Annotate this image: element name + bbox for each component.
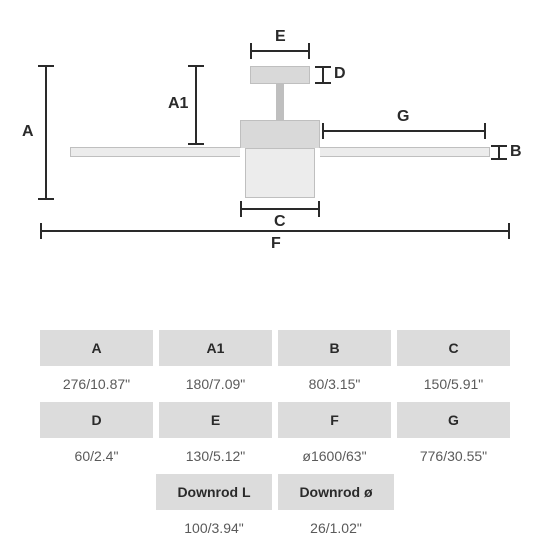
- dim-b-tick-b: [491, 158, 507, 160]
- th-g: G: [397, 402, 510, 438]
- dim-f-tick-l: [40, 223, 42, 239]
- label-c: C: [274, 213, 286, 231]
- th-f: F: [278, 402, 391, 438]
- label-f: F: [271, 235, 281, 253]
- td-b: 80/3.15": [278, 366, 391, 402]
- th-c: C: [397, 330, 510, 366]
- blade-right: [320, 147, 490, 157]
- label-a: A: [22, 123, 34, 141]
- dim-e-tick-r: [308, 43, 310, 59]
- dim-e-line: [250, 50, 310, 52]
- motor-top-shape: [240, 120, 320, 148]
- th-a1: A1: [159, 330, 272, 366]
- td-downrod-d: 26/1.02": [278, 510, 394, 546]
- dim-g-tick-l: [322, 123, 324, 139]
- dim-d-tick-t: [315, 66, 331, 68]
- motor-bottom-shape: [245, 148, 315, 198]
- td-g: 776/30.55": [397, 438, 510, 474]
- dim-a1-tick-t: [188, 65, 204, 67]
- td-c: 150/5.91": [397, 366, 510, 402]
- td-f: ø1600/63": [278, 438, 391, 474]
- dim-f-tick-r: [508, 223, 510, 239]
- dim-g-line: [322, 130, 486, 132]
- td-downrod-l: 100/3.94": [156, 510, 272, 546]
- dimensions-table: A A1 B C 276/10.87" 180/7.09" 80/3.15" 1…: [40, 330, 510, 546]
- label-g: G: [397, 108, 409, 126]
- th-d: D: [40, 402, 153, 438]
- dim-e-tick-l: [250, 43, 252, 59]
- dim-a1-line: [195, 65, 197, 145]
- dim-a-tick-t: [38, 65, 54, 67]
- dim-c-line: [240, 208, 320, 210]
- blade-left: [70, 147, 240, 157]
- th-a: A: [40, 330, 153, 366]
- canopy-shape: [250, 66, 310, 84]
- dim-g-tick-r: [484, 123, 486, 139]
- label-d: D: [334, 65, 346, 83]
- td-e: 130/5.12": [159, 438, 272, 474]
- th-downrod-l: Downrod L: [156, 474, 272, 510]
- dim-a1-tick-b: [188, 143, 204, 145]
- td-a1: 180/7.09": [159, 366, 272, 402]
- th-downrod-d: Downrod ø: [278, 474, 394, 510]
- fan-dimension-diagram: F A A1 E D C G B: [40, 30, 510, 290]
- th-e: E: [159, 402, 272, 438]
- label-a1: A1: [168, 95, 188, 113]
- label-e: E: [275, 28, 286, 46]
- dim-c-tick-l: [240, 201, 242, 217]
- downrod-shape: [276, 84, 284, 120]
- dim-a-tick-b: [38, 198, 54, 200]
- label-b: B: [510, 143, 522, 161]
- dim-b-tick-t: [491, 145, 507, 147]
- dim-a-line: [45, 65, 47, 200]
- dim-c-tick-r: [318, 201, 320, 217]
- th-b: B: [278, 330, 391, 366]
- td-a: 276/10.87": [40, 366, 153, 402]
- dim-d-tick-b: [315, 82, 331, 84]
- td-d: 60/2.4": [40, 438, 153, 474]
